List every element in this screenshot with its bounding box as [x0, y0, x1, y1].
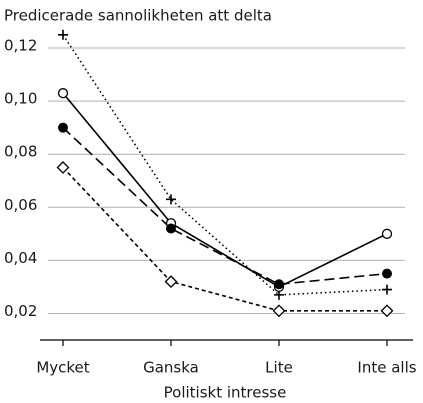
x-tick-label: Lite [265, 359, 293, 377]
marker-open-diamond [380, 304, 394, 318]
marker-open-diamond [56, 161, 70, 174]
marker-plus [382, 284, 392, 295]
y-tick-label: 0,08 [4, 143, 37, 161]
y-tick-label: 0,06 [4, 196, 37, 214]
series-line [62, 127, 388, 286]
series-line [62, 92, 388, 288]
marker-plus [58, 29, 68, 40]
x-axis-label: Politiskt intresse [164, 384, 287, 402]
y-tick-label: 0,02 [4, 302, 37, 320]
y-tick-label: 0,04 [4, 249, 37, 267]
marker-filled-circle [274, 279, 284, 290]
marker-open-circle [381, 228, 393, 239]
x-tick-label: Inte alls [357, 359, 416, 377]
marker-open-diamond [164, 275, 178, 289]
marker-open-diamond [272, 304, 286, 318]
marker-filled-circle [58, 122, 68, 133]
marker-open-circle [57, 88, 69, 99]
marker-filled-circle [166, 223, 176, 234]
series-line [62, 166, 387, 312]
y-tick-label: 0,12 [4, 37, 37, 55]
y-tick-label: 0,10 [4, 90, 37, 108]
chart-title: Predicerade sannolikheten att delta [4, 7, 272, 25]
marker-plus [166, 194, 176, 205]
x-tick-label: Mycket [36, 359, 89, 377]
marker-filled-circle [382, 268, 392, 279]
x-tick-label: Ganska [143, 359, 199, 377]
